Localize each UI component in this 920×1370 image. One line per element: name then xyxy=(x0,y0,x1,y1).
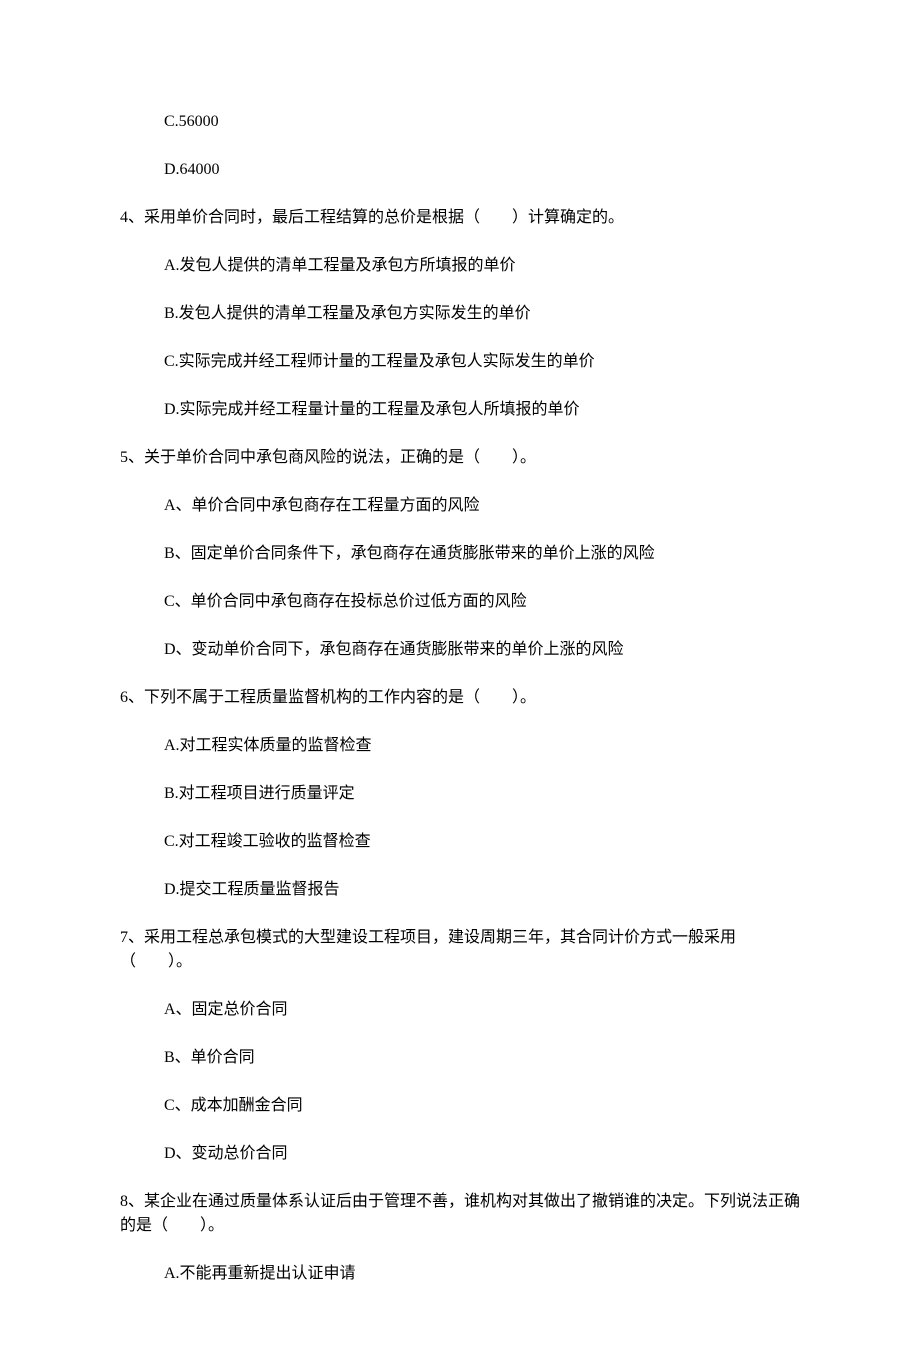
question-stem: 6、下列不属于工程质量监督机构的工作内容的是（ ）。 xyxy=(120,686,800,710)
question-stem: 4、采用单价合同时，最后工程结算的总价是根据（ ）计算确定的。 xyxy=(120,206,800,230)
answer-option: C.56000 xyxy=(164,110,800,134)
answer-option: A、单价合同中承包商存在工程量方面的风险 xyxy=(164,494,800,518)
answer-option: C.实际完成并经工程师计量的工程量及承包人实际发生的单价 xyxy=(164,350,800,374)
answer-option: A.对工程实体质量的监督检查 xyxy=(164,734,800,758)
answer-option: A.不能再重新提出认证申请 xyxy=(164,1262,800,1286)
answer-option: D.64000 xyxy=(164,158,800,182)
answer-option: A、固定总价合同 xyxy=(164,998,800,1022)
answer-option: C、单价合同中承包商存在投标总价过低方面的风险 xyxy=(164,590,800,614)
answer-option: B、单价合同 xyxy=(164,1046,800,1070)
question-stem: 5、关于单价合同中承包商风险的说法，正确的是（ ）。 xyxy=(120,446,800,470)
answer-option: D.实际完成并经工程量计量的工程量及承包人所填报的单价 xyxy=(164,398,800,422)
answer-option: D、变动总价合同 xyxy=(164,1142,800,1166)
answer-option: C、成本加酬金合同 xyxy=(164,1094,800,1118)
answer-option: B.对工程项目进行质量评定 xyxy=(164,782,800,806)
question-stem: 8、某企业在通过质量体系认证后由于管理不善，谁机构对其做出了撤销谁的决定。下列说… xyxy=(120,1190,800,1238)
answer-option: A.发包人提供的清单工程量及承包方所填报的单价 xyxy=(164,254,800,278)
exam-page: C.56000 D.64000 4、采用单价合同时，最后工程结算的总价是根据（ ）计… xyxy=(0,0,920,1370)
answer-option: B.发包人提供的清单工程量及承包方实际发生的单价 xyxy=(164,302,800,326)
question-stem: 7、采用工程总承包模式的大型建设工程项目，建设周期三年，其合同计价方式一般采用（… xyxy=(120,926,800,974)
answer-option: C.对工程竣工验收的监督检查 xyxy=(164,830,800,854)
answer-option: B、固定单价合同条件下，承包商存在通货膨胀带来的单价上涨的风险 xyxy=(164,542,800,566)
answer-option: D.提交工程质量监督报告 xyxy=(164,878,800,902)
answer-option: D、变动单价合同下，承包商存在通货膨胀带来的单价上涨的风险 xyxy=(164,638,800,662)
